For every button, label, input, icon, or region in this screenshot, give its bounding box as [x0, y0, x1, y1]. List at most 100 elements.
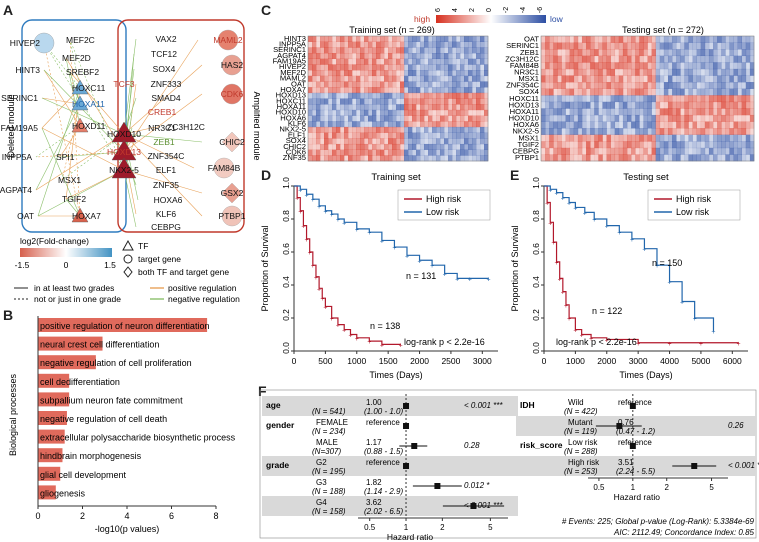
scale-tick-3: 0 [486, 8, 493, 12]
km-curve-high [544, 185, 739, 344]
heat-left-gene-2: SERINC1 [273, 45, 306, 54]
panel-letter-c: C [261, 2, 272, 18]
km-plot-testing: Testing set 0.0 0.2 0.4 0.6 0.8 1.0 0 1000 2000 30… [510, 172, 748, 380]
bar-6 [38, 429, 65, 444]
forest-left-level-5: G4 [316, 498, 327, 507]
forest-left-hr-4: 1.82 [366, 478, 382, 487]
x-tick-label-3: 6 [169, 511, 174, 521]
gene-label-ptbp1: PTBP1 [219, 211, 246, 221]
forest-right-ci-3: (2.24 - 5.5) [616, 467, 655, 476]
panel-letter-e: E [510, 167, 520, 183]
bar-5 [38, 411, 67, 425]
km-censor-mark: + [317, 286, 321, 293]
edge [35, 151, 125, 158]
heat-left-gene-3: AGPAT4 [277, 51, 306, 60]
km-censor-mark: + [320, 296, 324, 303]
gene-label-znf333: ZNF333 [151, 79, 182, 89]
forest-right-ci-1: (0.47 - 1.2) [616, 427, 655, 436]
forest-left-level-3: G2 [316, 458, 327, 467]
km-n-low: n = 150 [652, 258, 682, 268]
km-censor-mark: + [642, 247, 646, 254]
scale-high: high [414, 14, 430, 24]
heat-left-gene-13: HOXD10 [276, 108, 306, 117]
km-censor-mark: + [336, 217, 340, 224]
bar-3 [38, 373, 70, 388]
heat-right-gene-18: PTBP1 [515, 153, 539, 162]
km-censor-mark: + [301, 224, 305, 231]
forest-right-n-3: (N = 253) [564, 467, 598, 476]
km-censor-mark: + [561, 290, 565, 297]
km-ytick-label-0: 0.0 [281, 342, 291, 354]
km-legend-high: High risk [426, 194, 462, 204]
km-legend-low: Low risk [426, 207, 460, 217]
heat-right-gene-9: HOXC11 [509, 94, 539, 103]
km-censor-mark: + [573, 205, 577, 212]
km-censor-mark: + [311, 263, 315, 270]
heat-colorbar [436, 15, 546, 23]
amplified-module-box [117, 19, 245, 233]
forest-left-p-4: 0.012 * [464, 481, 490, 490]
panel-letter-d: D [261, 167, 272, 183]
gene-label-hoxa7: HOXA7 [72, 211, 101, 221]
km-ytick-label-4: 0.8 [531, 210, 541, 222]
heat-left-gene-6: MEF2D [280, 68, 306, 77]
forest-left-level-1: FEMALE [316, 418, 348, 427]
km-y-title: Proportion of Survival [510, 225, 520, 311]
km-censor-mark: + [655, 263, 659, 270]
heat-left-gene-1: INPP5A [279, 40, 307, 49]
forest-left-p-0: < 0.001 *** [464, 401, 503, 410]
km-pval: log-rank p < 2.2e-16 [404, 337, 485, 347]
heat-left-gene-12: HOXA11 [277, 102, 306, 111]
heat-right-gene-14: NKX2-5 [512, 127, 539, 136]
gene-label-znf354c: ZNF354C [148, 151, 185, 161]
forest-left-tick-label-0: 0.5 [364, 523, 376, 532]
node-gsx2 [221, 182, 243, 204]
edge [123, 39, 199, 153]
heat-right-gene-8: SOX4 [519, 87, 539, 96]
edge [69, 39, 81, 89]
heat-right-gene-17: CEBPG [512, 146, 539, 155]
forest-left-tick-label-2: 2 [440, 523, 445, 532]
forest-right-hr-2: reference [618, 438, 652, 447]
km-censor-mark: + [392, 245, 396, 252]
km-xtick-label-2: 1000 [347, 356, 366, 366]
edge [123, 169, 203, 194]
gene-label-nkx2-5: NKX2-5 [109, 165, 139, 175]
km-censor-mark: + [380, 342, 384, 349]
km-censor-mark: + [308, 250, 312, 257]
heat-left-gene-4: FAM19A5 [273, 57, 306, 66]
training-title: Training set (n = 269) [349, 25, 434, 35]
km-censor-mark: + [367, 230, 371, 237]
km-censor-mark: + [330, 212, 334, 219]
heat-right-gene-5: NR3C1 [514, 67, 539, 76]
forest-plot: age (N = 541) 1.00(1.00 - 1.0) < 0.001 *** g… [259, 389, 759, 542]
forest-left-ci-5: (2.02 - 6.5) [364, 507, 403, 516]
bar-4 [38, 392, 70, 407]
km-censor-mark: + [583, 210, 587, 217]
panel-letter-b: B [3, 307, 14, 323]
bar-label-5: negative regulation of cell death [40, 414, 167, 424]
km-censor-mark: + [417, 258, 421, 265]
gene-label-gsx2: GSX2 [221, 188, 244, 198]
forest-right-tick-label-1: 1 [631, 483, 636, 492]
forest-left-row-shade-5 [262, 496, 518, 516]
heat-left-gene-11: HOXC11 [276, 96, 306, 105]
gene-label-srebf2: SREBF2 [66, 67, 99, 77]
heat-right-gene-4: FAM84B [510, 61, 539, 70]
forest-left-level-4: G3 [316, 478, 327, 487]
km-censor-mark: + [567, 316, 571, 323]
edge [37, 169, 125, 217]
tf-legend-icon [122, 239, 134, 251]
forest-right-n-2: (N = 288) [564, 447, 598, 456]
forest-point-0 [411, 443, 418, 449]
bar-label-0: positive regulation of neuron differenti… [40, 321, 209, 331]
bar-label-2: negative regulation of cell proliferatio… [40, 358, 192, 368]
forest-left-n-0: (N = 541) [312, 407, 346, 416]
bar-label-3: cell dedifferentiation [40, 377, 120, 387]
forest-left-n-5: (N = 158) [312, 507, 346, 516]
km-censor-mark: + [711, 329, 715, 336]
gene-label-hoxd10: HOXD10 [107, 129, 141, 139]
heat-right-gene-11: HOXA11 [510, 107, 539, 116]
forest-right-n-0: (N = 422) [564, 407, 598, 416]
heat-right-gene-0: OAT [524, 35, 539, 44]
